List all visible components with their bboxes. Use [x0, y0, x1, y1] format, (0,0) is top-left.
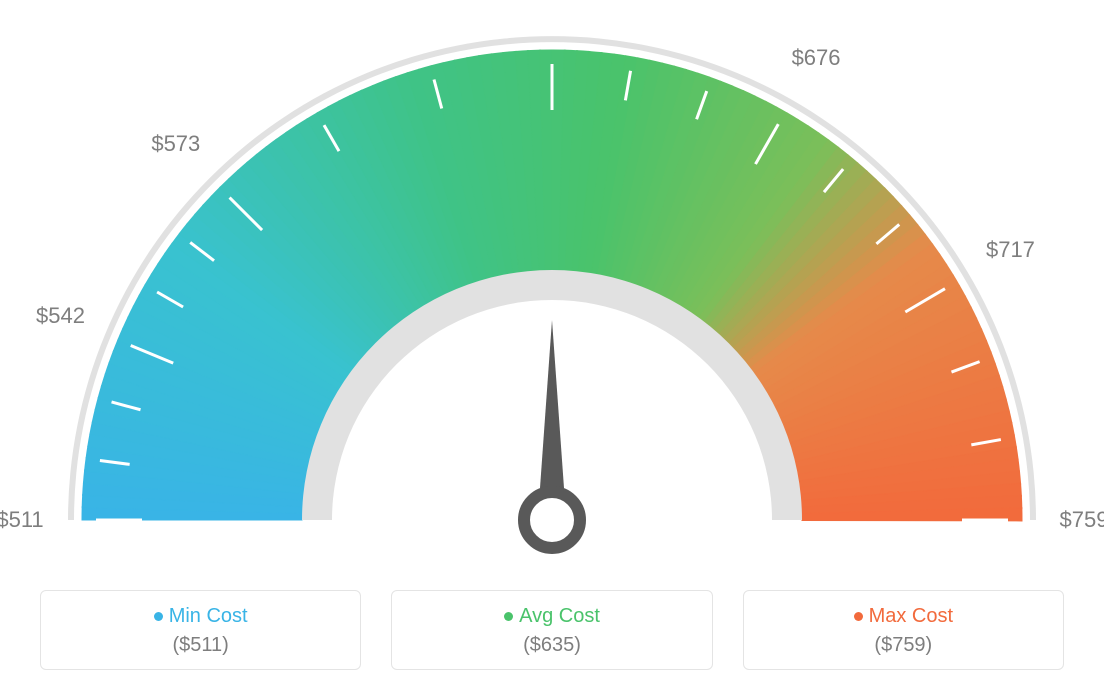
tick-label: $759	[1060, 507, 1104, 533]
tick-label: $635	[528, 0, 577, 1]
dot-icon	[854, 612, 863, 621]
dot-icon	[504, 612, 513, 621]
cost-gauge-container: $511 $542 $573 $635 $676 $717 $759 Min Cost ($…	[0, 0, 1104, 690]
legend-title-max: Max Cost	[754, 605, 1053, 628]
legend-value-max: ($759)	[754, 634, 1053, 657]
dot-icon	[154, 612, 163, 621]
legend-title-avg: Avg Cost	[402, 605, 701, 628]
legend-card-min: Min Cost ($511)	[40, 590, 361, 670]
tick-label: $511	[0, 507, 44, 533]
gauge-chart: $511 $542 $573 $635 $676 $717 $759	[0, 0, 1104, 580]
tick-label: $717	[986, 237, 1035, 263]
legend-value-avg: ($635)	[402, 634, 701, 657]
tick-label: $573	[151, 131, 200, 157]
legend-card-avg: Avg Cost ($635)	[391, 590, 712, 670]
legend-card-max: Max Cost ($759)	[743, 590, 1064, 670]
legend-row: Min Cost ($511) Avg Cost ($635) Max Cost…	[40, 590, 1064, 670]
legend-title-text: Max Cost	[869, 605, 953, 627]
legend-title-text: Avg Cost	[519, 605, 600, 627]
legend-title-min: Min Cost	[51, 605, 350, 628]
gauge-svg	[0, 0, 1104, 580]
tick-label: $542	[36, 303, 85, 329]
legend-value-min: ($511)	[51, 634, 350, 657]
legend-title-text: Min Cost	[169, 605, 248, 627]
tick-label: $676	[792, 45, 841, 71]
